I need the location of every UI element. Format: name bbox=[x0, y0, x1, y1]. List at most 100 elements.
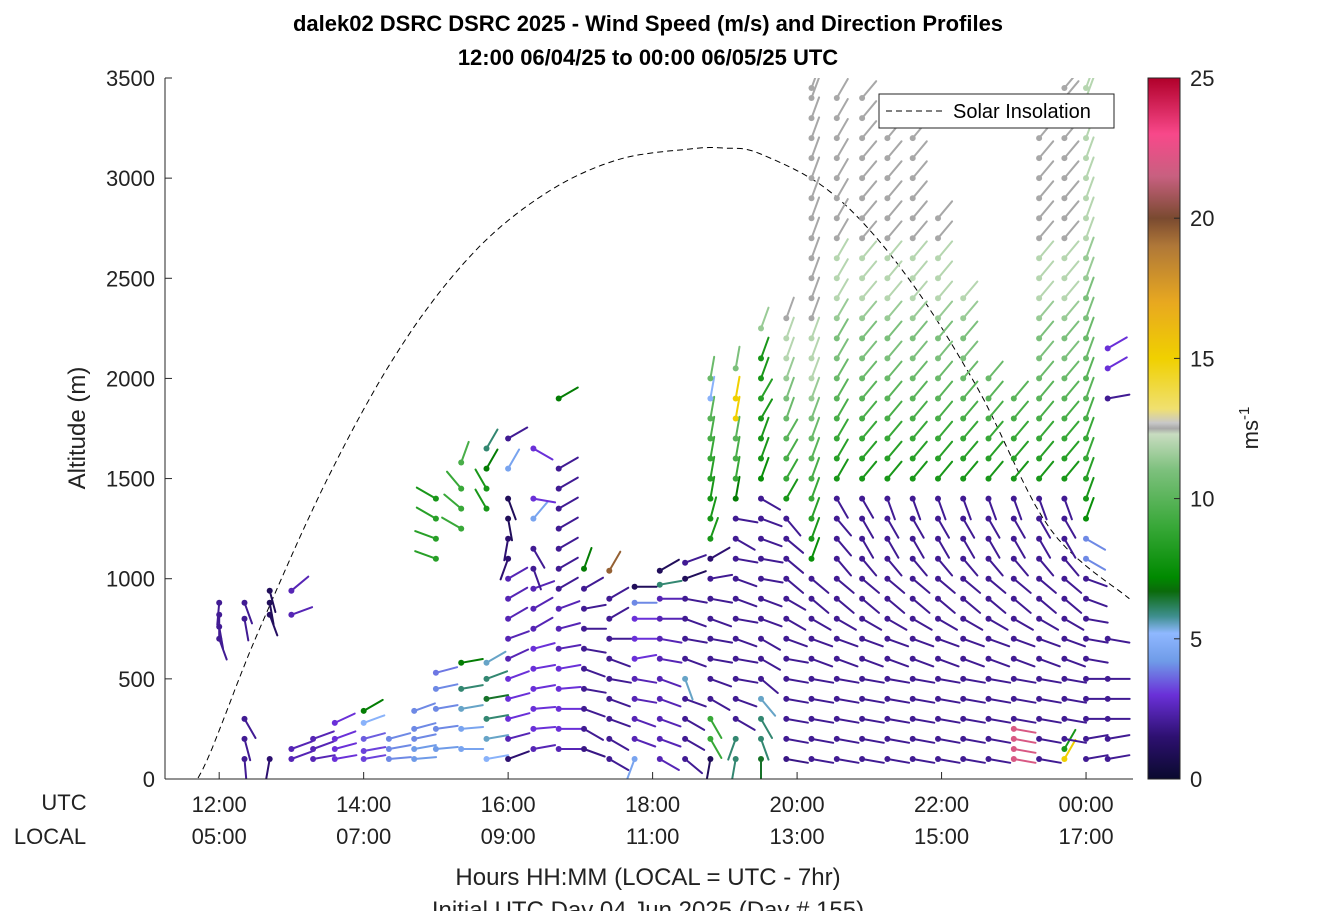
wind-barb-dot-21-11 bbox=[732, 535, 739, 542]
wind-barb-dot-23-0 bbox=[783, 756, 790, 762]
wind-barb-dot-26-29 bbox=[859, 175, 866, 182]
wind-barb-10-2 bbox=[460, 704, 484, 710]
wind-barb-dot-20-2 bbox=[707, 715, 714, 722]
wind-barb-dot-19-5 bbox=[682, 655, 689, 662]
wind-barb-dot-22-15 bbox=[758, 455, 764, 462]
wind-barb-dot-34-12 bbox=[1061, 535, 1068, 542]
wind-barb-dot-20-0 bbox=[707, 756, 714, 762]
wind-barb-dot-12-8 bbox=[505, 595, 512, 602]
wind-barb-33-20 bbox=[1038, 340, 1055, 360]
wind-barb-1-0 bbox=[243, 758, 248, 779]
wind-barb-dot-24-34 bbox=[808, 85, 815, 91]
wind-barb-dot-13-3 bbox=[530, 685, 537, 692]
wind-barb-33-4 bbox=[1038, 677, 1062, 684]
wind-barb-dot-20-7 bbox=[707, 615, 714, 622]
y-tick-label-7: 3500 bbox=[106, 66, 155, 91]
wind-barb-dot-19-2 bbox=[682, 715, 689, 722]
wind-barb-dot-23-7 bbox=[783, 615, 790, 622]
wind-barb-23-2 bbox=[785, 717, 809, 724]
wind-barb-29-13 bbox=[937, 497, 947, 521]
wind-barb-29-18 bbox=[937, 380, 954, 400]
wind-barb-27-18 bbox=[886, 380, 903, 400]
wind-barb-1-1 bbox=[243, 737, 252, 762]
wind-barb-31-1 bbox=[987, 737, 1012, 744]
wind-barb-25-16 bbox=[835, 418, 849, 440]
wind-barb-22-2 bbox=[760, 717, 773, 739]
wind-barb-dot-14-9 bbox=[555, 565, 562, 572]
wind-barb-dot-13-9 bbox=[530, 565, 537, 572]
wind-barb-31-5 bbox=[987, 657, 1011, 668]
wind-barb-12-14 bbox=[507, 448, 521, 470]
wind-barb-34-29 bbox=[1063, 180, 1080, 200]
wind-barb-dot-26-1 bbox=[859, 735, 866, 742]
wind-barb-32-2 bbox=[1012, 737, 1037, 744]
wind-barb-dot-32-6 bbox=[1010, 675, 1017, 682]
wind-barb-dot-24-1 bbox=[808, 735, 815, 742]
wind-barb-14-6 bbox=[557, 622, 581, 630]
wind-barb-dot-30-21 bbox=[960, 335, 967, 342]
wind-barb-30-18 bbox=[962, 380, 979, 400]
wind-barb-13-8 bbox=[532, 580, 556, 590]
wind-barb-dot-33-24 bbox=[1036, 275, 1043, 282]
wind-barb-25-14 bbox=[835, 458, 849, 480]
wind-barb-26-24 bbox=[861, 260, 878, 280]
wind-barb-13-10 bbox=[532, 547, 546, 569]
wind-barb-25-10 bbox=[835, 557, 852, 577]
wind-barb-36-5 bbox=[1106, 637, 1131, 644]
wind-barb-4-1 bbox=[312, 740, 335, 750]
wind-barb-dot-9-2 bbox=[432, 705, 439, 712]
wind-barb-dot-17-1 bbox=[631, 735, 638, 742]
wind-barb-dot-29-9 bbox=[935, 575, 941, 582]
wind-barb-dot-23-14 bbox=[783, 475, 790, 482]
wind-barb-dot-25-22 bbox=[833, 315, 840, 322]
wind-barb-dot-14-12 bbox=[555, 505, 562, 512]
wind-barb-14-13 bbox=[557, 476, 579, 490]
legend: Solar Insolation bbox=[878, 93, 1115, 129]
wind-barb-27-3 bbox=[886, 697, 911, 704]
wind-barb-28-26 bbox=[911, 220, 928, 240]
wind-barb-dot-24-19 bbox=[808, 375, 815, 382]
wind-barb-dot-16-2 bbox=[606, 715, 613, 722]
wind-barb-26-32 bbox=[861, 100, 878, 120]
wind-barb-22-18 bbox=[760, 378, 773, 400]
wind-barb-dot-29-17 bbox=[935, 415, 941, 422]
wind-barb-dot-27-29 bbox=[884, 175, 891, 182]
wind-barb-dot-16-4 bbox=[606, 675, 613, 682]
wind-barb-34-3 bbox=[1063, 717, 1087, 724]
wind-barb-dot-31-2 bbox=[985, 715, 992, 722]
wind-barb-dot-27-15 bbox=[884, 455, 891, 462]
wind-barb-24-17 bbox=[810, 396, 821, 420]
wind-barb-dot-33-0 bbox=[1036, 756, 1043, 762]
wind-barb-35-8 bbox=[1085, 597, 1108, 608]
wind-barb-34-18 bbox=[1063, 400, 1080, 420]
wind-barb-24-21 bbox=[810, 316, 821, 340]
wind-barb-13-13 bbox=[532, 447, 554, 461]
wind-barb-dot-8-3 bbox=[411, 725, 418, 732]
wind-barb-15-1 bbox=[583, 727, 604, 741]
wind-barb-dot-33-9 bbox=[1036, 575, 1043, 582]
wind-barb-22-4 bbox=[760, 677, 779, 694]
wind-barb-26-19 bbox=[861, 360, 878, 380]
wind-barb-dot-14-1 bbox=[555, 725, 562, 732]
wind-barb-27-23 bbox=[886, 280, 903, 300]
wind-barb-32-16 bbox=[1012, 460, 1029, 480]
wind-barb-dot-10-0 bbox=[458, 746, 465, 752]
wind-barb-dot-20-12 bbox=[707, 515, 714, 522]
wind-barb-dot-34-29 bbox=[1061, 195, 1068, 202]
wind-barb-dot-24-24 bbox=[808, 275, 815, 282]
wind-barb-27-17 bbox=[886, 400, 903, 420]
wind-barb-dot-26-24 bbox=[859, 275, 866, 282]
wind-barb-dot-28-24 bbox=[909, 275, 916, 282]
wind-barb-15-9 bbox=[583, 547, 593, 570]
wind-barb-dot-28-11 bbox=[909, 535, 916, 542]
wind-barb-34-35 bbox=[1063, 78, 1075, 89]
wind-barb-dot-24-0 bbox=[808, 756, 815, 762]
y-tick-label-1: 500 bbox=[118, 667, 155, 692]
wind-barb-26-20 bbox=[861, 340, 878, 360]
wind-barb-dot-14-0 bbox=[555, 746, 562, 752]
wind-barb-20-14 bbox=[709, 455, 716, 480]
wind-barb-dot-20-4 bbox=[707, 675, 714, 682]
wind-barb-32-7 bbox=[1012, 657, 1036, 668]
wind-barb-36-6 bbox=[1106, 393, 1131, 400]
wind-barb-dot-25-14 bbox=[833, 475, 840, 482]
